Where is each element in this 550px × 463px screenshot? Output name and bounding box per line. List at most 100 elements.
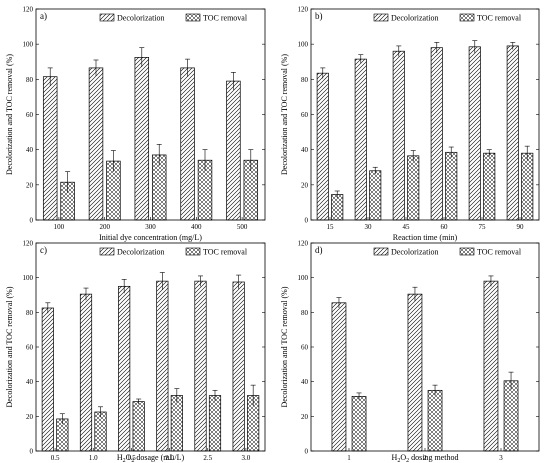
panel3-xtick-label: 1.0 bbox=[89, 454, 98, 462]
panel3-xtick-label: 3.0 bbox=[242, 454, 251, 462]
panel2-xtick-label: 30 bbox=[365, 223, 373, 231]
panel2-panel-label: b) bbox=[315, 11, 323, 21]
panel2-bar-toc-removal bbox=[521, 152, 534, 221]
panel3-bar-decolorization bbox=[79, 293, 93, 452]
panel1-ytick-label: 120 bbox=[23, 6, 34, 14]
panel3-ytick-label: 0 bbox=[30, 448, 34, 456]
panel2-bar-decolorization bbox=[316, 72, 329, 221]
panel2-bar-toc-removal bbox=[331, 194, 344, 221]
panel3-bar-toc-removal bbox=[208, 395, 222, 452]
panel1-x-axis-label: Initial dye concentration (mg/L) bbox=[99, 233, 202, 242]
panel4-y-axis-label: Decolorization and TOC removal (%) bbox=[280, 286, 289, 407]
panel4-bar-decolorization bbox=[407, 293, 423, 452]
panel4-ytick-label: 80 bbox=[301, 309, 309, 317]
panel2-x-axis-label: Reaction time (min) bbox=[393, 233, 458, 242]
panel2-legend-swatch-toc-removal bbox=[459, 13, 475, 22]
panel1-y-axis-label: Decolorization and TOC removal (%) bbox=[5, 54, 14, 175]
panel1-bar-decolorization bbox=[42, 76, 58, 221]
panel4-panel-label: d) bbox=[315, 245, 323, 255]
panel2-bar-decolorization bbox=[354, 58, 367, 221]
panel1-legend-swatch-decolorization bbox=[99, 13, 115, 22]
panel3-bar-decolorization bbox=[232, 281, 245, 452]
panel2-ytick-label: 60 bbox=[301, 111, 309, 119]
panel1-legend-swatch-toc-removal bbox=[185, 13, 201, 22]
panel2-bar-decolorization bbox=[506, 45, 519, 221]
panel2-legend-label-decolorization: Decolorization bbox=[391, 14, 439, 23]
panel2-xtick-label: 15 bbox=[327, 223, 335, 231]
panel1-xtick-label: 400 bbox=[191, 223, 202, 231]
panel1-xtick-label: 100 bbox=[54, 223, 65, 231]
panel3-bar-decolorization bbox=[194, 280, 207, 452]
panel4-ytick-label: 40 bbox=[301, 378, 309, 386]
panel1-ytick-label: 80 bbox=[26, 76, 34, 84]
panel3-legend-swatch-decolorization bbox=[99, 247, 115, 256]
panel4-legend-swatch-decolorization bbox=[373, 247, 389, 256]
panel1-xtick-label: 300 bbox=[145, 223, 156, 231]
panel3-plot-frame bbox=[35, 242, 266, 452]
panel1-legend-label-decolorization: Decolorization bbox=[117, 14, 165, 23]
panel4-x-axis-label: H2O2 dosing method bbox=[392, 453, 459, 463]
panel3-xtick-label: 2.0 bbox=[165, 454, 174, 462]
panel4-ytick-label: 60 bbox=[301, 344, 309, 352]
panel4-legend-label-toc-removal: TOC removal bbox=[477, 248, 522, 257]
panel2-xtick-label: 60 bbox=[441, 223, 449, 231]
panel4-xtick-label: 1 bbox=[347, 454, 351, 462]
panel3-x-axis-label: H2O2 dosage (mL/L) bbox=[117, 453, 185, 463]
panel3-bar-decolorization bbox=[41, 307, 54, 452]
panel3-bar-toc-removal bbox=[170, 395, 183, 452]
panel4-bar-decolorization bbox=[331, 302, 347, 452]
panel3-ytick-label: 60 bbox=[26, 344, 34, 352]
panel4-bar-toc-removal bbox=[427, 389, 443, 452]
panel2-bar-toc-removal bbox=[369, 170, 382, 221]
panel1-ytick-label: 40 bbox=[26, 146, 34, 154]
panel3-bar-decolorization bbox=[118, 285, 131, 452]
panel3-bar-decolorization bbox=[156, 280, 169, 452]
panel2-xtick-label: 45 bbox=[403, 223, 411, 231]
panel1-ytick-label: 0 bbox=[30, 217, 34, 225]
panel2-legend-swatch-decolorization bbox=[373, 13, 389, 22]
panel2-ytick-label: 120 bbox=[298, 6, 309, 14]
panel1-bar-decolorization bbox=[134, 57, 150, 221]
panel3-ytick-label: 20 bbox=[26, 413, 34, 421]
panel3-xtick-label: 0.5 bbox=[51, 454, 60, 462]
panel3-panel-label: c) bbox=[40, 245, 47, 255]
panel2-bar-decolorization bbox=[430, 47, 443, 221]
panel3-xtick-label: 1.5 bbox=[127, 454, 136, 462]
panel1-xtick-label: 200 bbox=[99, 223, 110, 231]
panel2-ytick-label: 20 bbox=[301, 181, 309, 189]
panel2-plot-frame bbox=[310, 8, 540, 221]
panel3-bar-toc-removal bbox=[94, 411, 107, 452]
panel1-ytick-label: 20 bbox=[26, 181, 34, 189]
panel4-bar-toc-removal bbox=[503, 380, 519, 452]
panel3-ytick-label: 100 bbox=[23, 274, 34, 282]
panel3-y-axis-label: Decolorization and TOC removal (%) bbox=[5, 286, 14, 407]
panel1-legend-label-toc-removal: TOC removal bbox=[203, 14, 248, 23]
panel2-xtick-label: 90 bbox=[517, 223, 525, 231]
panel2-bar-decolorization bbox=[468, 46, 481, 221]
panel4-bar-decolorization bbox=[483, 280, 499, 452]
panel3-legend-label-toc-removal: TOC removal bbox=[203, 248, 248, 257]
panel2-bar-toc-removal bbox=[407, 155, 420, 221]
panel3-ytick-label: 80 bbox=[26, 309, 34, 317]
panel3-legend-label-decolorization: Decolorization bbox=[117, 248, 165, 257]
panel2-y-axis-label: Decolorization and TOC removal (%) bbox=[280, 54, 289, 175]
panel3-bar-toc-removal bbox=[132, 401, 145, 452]
panel4-ytick-label: 0 bbox=[305, 448, 309, 456]
panel1-bar-decolorization bbox=[226, 80, 241, 221]
panel1-ytick-label: 60 bbox=[26, 111, 34, 119]
panel2-xtick-label: 75 bbox=[479, 223, 487, 231]
panel1-ytick-label: 100 bbox=[23, 41, 34, 49]
panel1-xtick-label: 500 bbox=[237, 223, 248, 231]
panel4-legend-label-decolorization: Decolorization bbox=[391, 248, 439, 257]
panel2-bar-decolorization bbox=[392, 50, 405, 221]
panel4-ytick-label: 100 bbox=[298, 274, 309, 282]
panel3-legend-swatch-toc-removal bbox=[185, 247, 201, 256]
panel4-xtick-label: 2 bbox=[423, 454, 427, 462]
panel4-ytick-label: 120 bbox=[298, 240, 309, 248]
panel2-ytick-label: 100 bbox=[298, 41, 309, 49]
panel2-bar-toc-removal bbox=[445, 151, 458, 221]
panel1-panel-label: a) bbox=[40, 11, 47, 21]
panel1-bar-decolorization bbox=[88, 67, 104, 221]
panel3-ytick-label: 120 bbox=[23, 240, 34, 248]
panel4-ytick-label: 20 bbox=[301, 413, 309, 421]
